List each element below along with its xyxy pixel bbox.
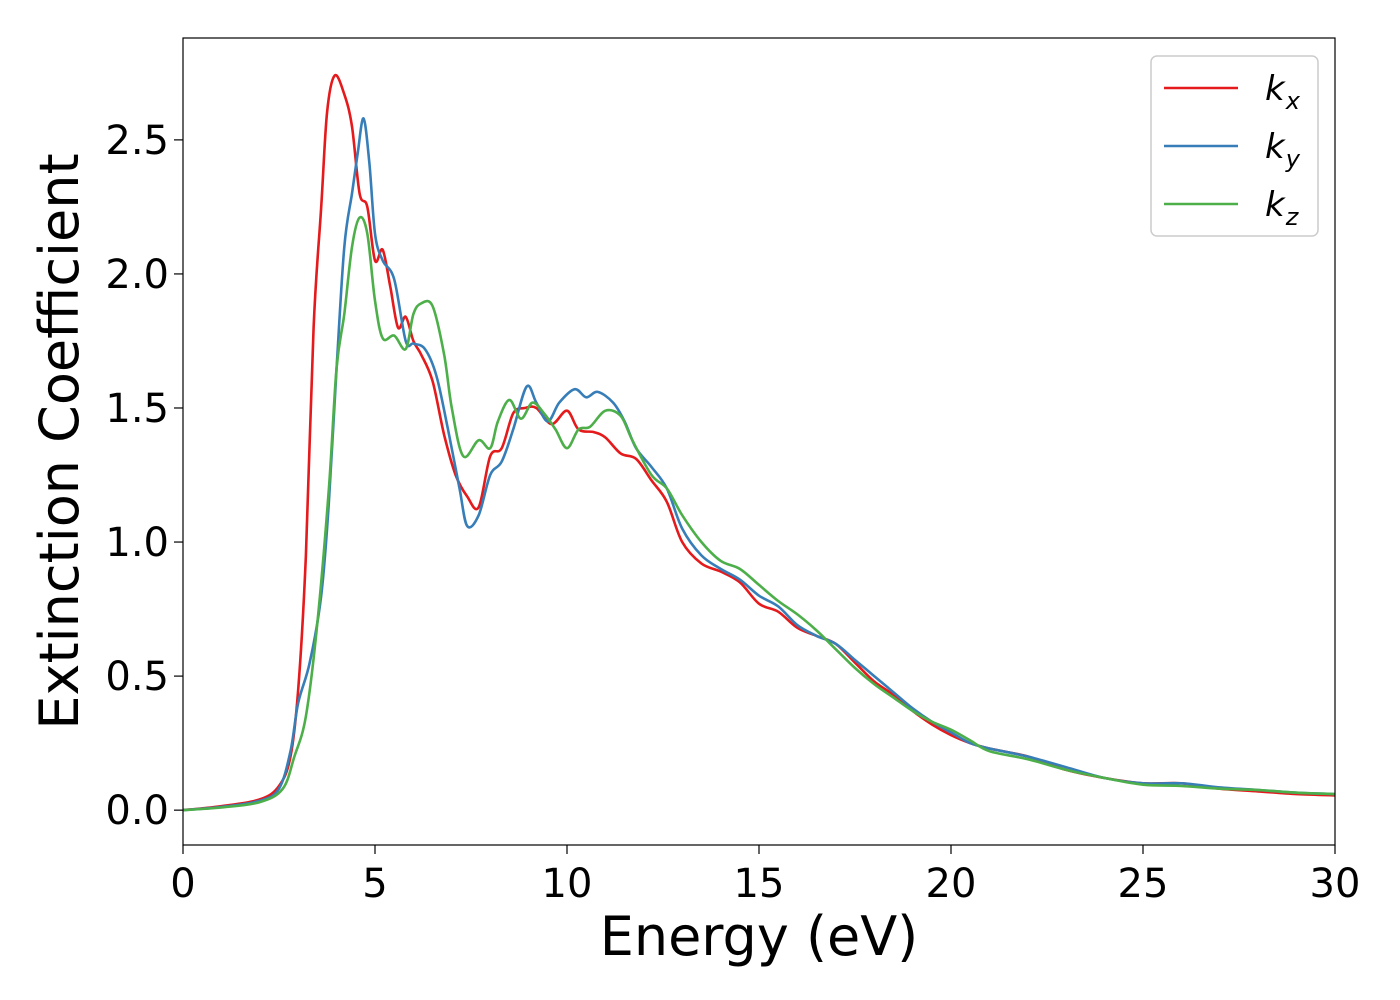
y-tick-label: 0.5 bbox=[105, 654, 169, 700]
y-tick-label: 1.0 bbox=[105, 520, 169, 566]
legend-label-subscript: z bbox=[1285, 203, 1300, 231]
y-axis-label: Extinction Coefficient bbox=[28, 153, 91, 729]
legend-label-ky: ky bbox=[1265, 127, 1301, 173]
y-tick-label: 0.0 bbox=[105, 788, 169, 834]
y-axis: 0.0 0.5 1.0 1.5 2.0 2.5 bbox=[105, 118, 183, 834]
series-layer bbox=[183, 73, 1335, 812]
x-axis-label: Energy (eV) bbox=[600, 905, 919, 968]
series-line-kz bbox=[183, 215, 1335, 812]
legend-label-main: k bbox=[1265, 127, 1286, 167]
legend-label-subscript: y bbox=[1285, 145, 1301, 173]
x-tick-label: 20 bbox=[926, 861, 977, 907]
x-tick-label: 30 bbox=[1310, 861, 1361, 907]
y-tick-label: 2.5 bbox=[105, 118, 169, 164]
legend-label-subscript: x bbox=[1285, 87, 1301, 115]
y-tick-label: 2.0 bbox=[105, 252, 169, 298]
legend-label-kz: kz bbox=[1265, 185, 1300, 231]
x-axis: 0 5 10 15 20 25 30 bbox=[170, 845, 1360, 907]
x-tick-label: 25 bbox=[1118, 861, 1169, 907]
legend-label-kx: kx bbox=[1265, 69, 1301, 115]
legend-label-main: k bbox=[1265, 185, 1286, 225]
x-tick-label: 0 bbox=[170, 861, 195, 907]
series-line-ky bbox=[183, 117, 1335, 812]
x-tick-label: 15 bbox=[734, 861, 785, 907]
legend-label-main: k bbox=[1265, 69, 1286, 109]
y-tick-label: 1.5 bbox=[105, 386, 169, 432]
x-tick-label: 10 bbox=[542, 861, 593, 907]
x-tick-label: 5 bbox=[362, 861, 387, 907]
